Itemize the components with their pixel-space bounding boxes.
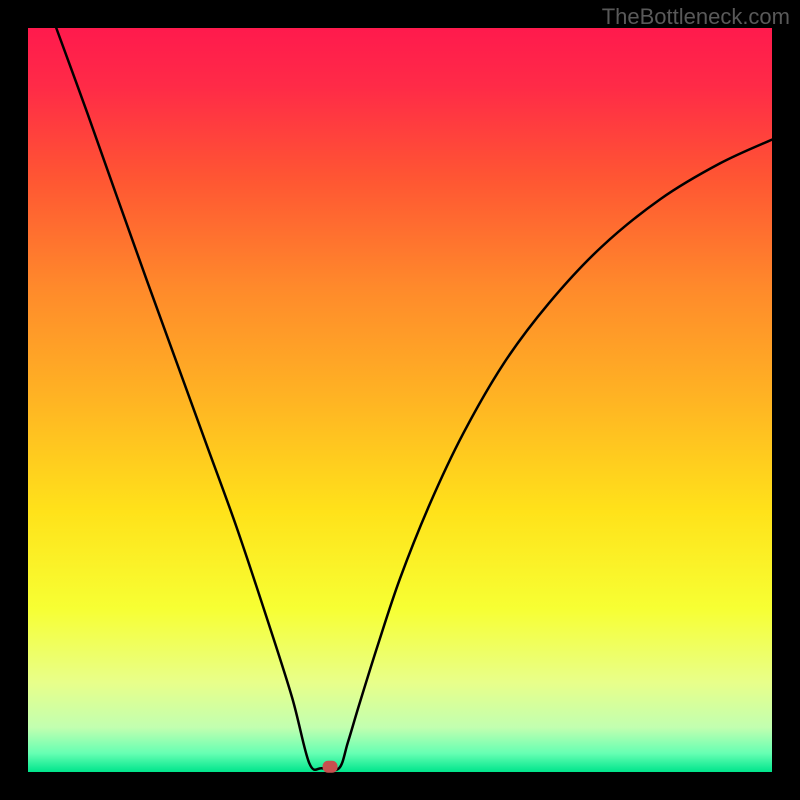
plot-background <box>28 28 772 772</box>
valley-marker <box>323 761 337 772</box>
chart-container: TheBottleneck.com <box>0 0 800 800</box>
bottleneck-chart <box>0 0 800 800</box>
watermark-text: TheBottleneck.com <box>602 4 790 30</box>
